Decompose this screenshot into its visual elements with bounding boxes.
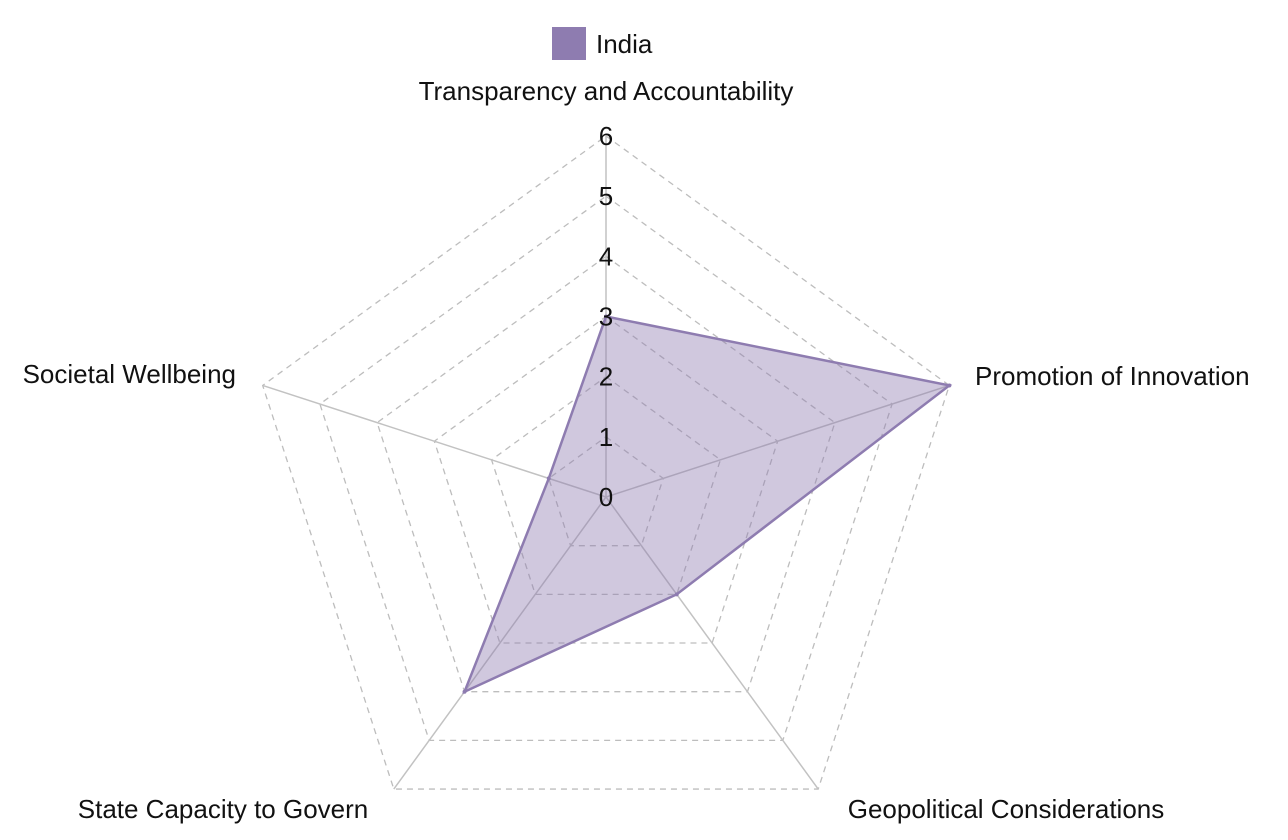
grid-ring-1 bbox=[548, 436, 664, 547]
axis-label-2: Promotion of Innovation bbox=[975, 361, 1250, 391]
axis-labels: Transparency and Accountability Promotion… bbox=[23, 76, 1250, 824]
tick-label-5: 5 bbox=[599, 181, 613, 211]
axis-spoke-3 bbox=[605, 496, 819, 790]
axis-spoke-4 bbox=[393, 496, 607, 790]
data-point-1[interactable] bbox=[604, 314, 608, 319]
legend-swatch-india[interactable] bbox=[552, 27, 586, 60]
tick-label-1: 1 bbox=[599, 422, 613, 452]
grid-ring-2 bbox=[490, 375, 722, 596]
grid-ring-6 bbox=[261, 135, 951, 790]
radial-ticks: 0 1 2 3 4 5 6 bbox=[599, 121, 613, 512]
axis-label-3: Geopolitical Considerations bbox=[848, 794, 1165, 824]
tick-label-2: 2 bbox=[599, 362, 613, 392]
tick-label-0: 0 bbox=[599, 482, 613, 512]
data-point-5[interactable] bbox=[546, 476, 551, 481]
series-layer bbox=[462, 314, 953, 695]
data-point-4[interactable] bbox=[462, 689, 467, 694]
grid bbox=[261, 135, 951, 790]
tick-label-6: 6 bbox=[599, 121, 613, 151]
axis-label-1: Transparency and Accountability bbox=[419, 76, 794, 106]
axis-label-4: State Capacity to Govern bbox=[78, 794, 368, 824]
grid-ring-4 bbox=[376, 255, 836, 693]
legend-label-india[interactable]: India bbox=[596, 29, 653, 59]
axis-label-5: Societal Wellbeing bbox=[23, 359, 236, 389]
legend[interactable]: India bbox=[552, 27, 653, 60]
data-point-2[interactable] bbox=[947, 383, 952, 388]
data-point-3[interactable] bbox=[674, 592, 679, 597]
series-area-india[interactable] bbox=[462, 315, 953, 695]
axis-spoke-2 bbox=[605, 384, 950, 498]
grid-ring-3 bbox=[433, 315, 779, 644]
tick-label-3: 3 bbox=[599, 302, 613, 332]
tick-label-4: 4 bbox=[599, 241, 613, 271]
grid-ring-5 bbox=[319, 195, 893, 742]
